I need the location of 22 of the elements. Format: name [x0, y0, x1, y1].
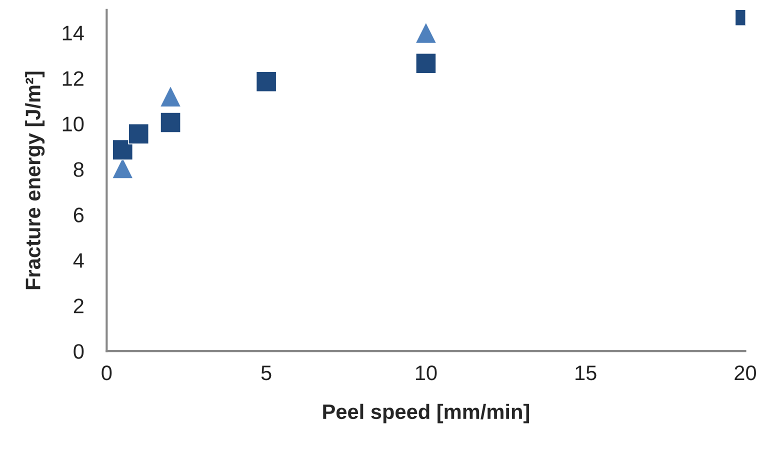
y-tick-label: 12: [62, 71, 84, 86]
y-tick-label: 2: [74, 298, 84, 314]
y-tick-label: 6: [74, 208, 84, 222]
x-tick-label: 5: [261, 366, 272, 380]
point: [160, 112, 182, 134]
y-tick-label: 8: [74, 162, 84, 177]
point: [160, 85, 182, 108]
x-tick-label: 15: [576, 366, 596, 380]
y-tick-label: 0: [74, 344, 84, 359]
y-tick-label: 10: [62, 116, 84, 132]
x-tick-label: 0: [102, 366, 112, 380]
x-tick-label: 10: [416, 366, 437, 380]
point: [415, 22, 437, 44]
y-tick-label: 4: [73, 253, 84, 268]
y-tick-label: 14: [62, 26, 84, 40]
point: [112, 139, 134, 160]
point: [128, 123, 150, 144]
x-tick-label: 20: [734, 366, 756, 380]
point: [415, 52, 436, 74]
x-axis-title: Peel speed [mm/min]: [323, 404, 529, 424]
y-axis-title: Fracture energy [J/m²]: [25, 72, 45, 290]
point: [256, 71, 277, 92]
